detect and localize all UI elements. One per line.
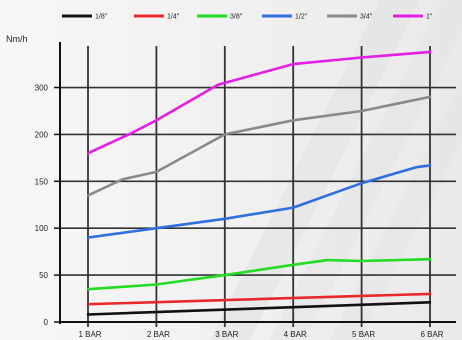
legend-item: 3/4"	[327, 14, 373, 21]
y-tick-label: 300	[35, 84, 49, 93]
legend-label: 1/2"	[295, 14, 308, 21]
series-line	[86, 300, 432, 316]
series-group	[86, 50, 432, 316]
legend-item: 3/8"	[197, 14, 243, 21]
x-tick-label: 4 BAR	[284, 330, 307, 339]
legend-label: 1"	[426, 14, 433, 21]
series-line	[86, 257, 432, 291]
legend-item: 1/4"	[134, 14, 180, 21]
tick-labels: 0 50 100 150 200 300 1 BAR 2 BAR 3 BAR 4 BAR 5 BAR…	[35, 84, 444, 339]
legend-label: 1/8"	[95, 14, 108, 21]
series-line	[86, 164, 432, 239]
y-tick-label: 50	[39, 271, 48, 280]
series-line	[86, 292, 432, 306]
x-tick-label: 3 BAR	[215, 330, 238, 339]
x-tick-label: 2 BAR	[147, 330, 170, 339]
y-tick-label: 100	[35, 224, 49, 233]
y-tick-label: 0	[44, 318, 49, 327]
legend: 1/8" 1/4" 3/8" 1/2" 3/4" 1"	[62, 14, 433, 21]
legend-label: 3/8"	[230, 14, 243, 21]
legend-item: 1/8"	[62, 14, 108, 21]
x-tick-label: 1 BAR	[78, 330, 101, 339]
series-line	[86, 50, 432, 155]
legend-label: 1/4"	[167, 14, 180, 21]
series-line	[86, 95, 432, 197]
x-tick-label: 5 BAR	[352, 330, 375, 339]
y-tick-label: 150	[35, 177, 49, 186]
x-tick-label: 6 BAR	[420, 330, 443, 339]
y-tick-label: 200	[35, 130, 49, 139]
legend-item: 1"	[393, 14, 433, 21]
grid	[60, 46, 456, 327]
legend-item: 1/2"	[262, 14, 308, 21]
y-axis-unit-label: Nm/h	[6, 34, 28, 44]
legend-label: 3/4"	[360, 14, 373, 21]
axes	[59, 42, 456, 324]
